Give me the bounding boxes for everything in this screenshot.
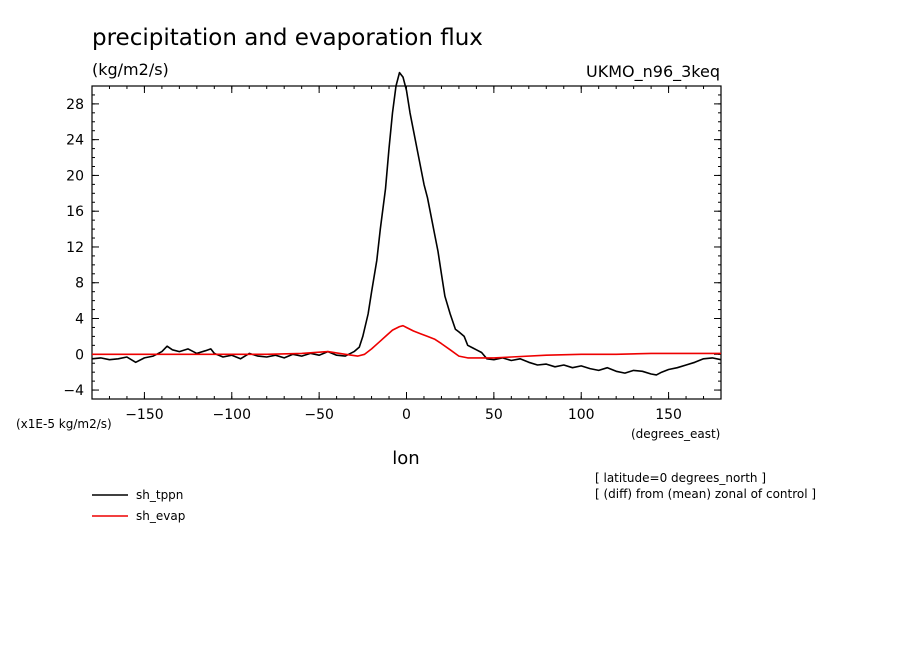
plot-area: −150 −100 −50 0 50 100 150 −4 0 4 8 12 16 20 24 28 bbox=[63, 71, 722, 423]
legend-label-sh-tppn: sh_tppn bbox=[136, 488, 183, 502]
x-tick-label: 150 bbox=[655, 407, 682, 423]
annotation-latitude: [ latitude=0 degrees_north ] bbox=[595, 471, 766, 485]
legend-label-sh-evap: sh_evap bbox=[136, 509, 185, 523]
legend: sh_tppn sh_evap bbox=[92, 488, 185, 523]
chart-title: precipitation and evaporation flux bbox=[92, 25, 483, 51]
y-tick-label: 0 bbox=[75, 347, 84, 363]
plot-frame bbox=[91, 85, 722, 400]
y-tick-label: 8 bbox=[75, 276, 84, 292]
x-tick-label: 100 bbox=[568, 407, 595, 423]
y-tick-label: −4 bbox=[63, 383, 84, 399]
series-line-sh-evap bbox=[92, 324, 721, 359]
x-tick-label: −150 bbox=[125, 407, 163, 423]
x-tick-label: −100 bbox=[213, 407, 251, 423]
series-line-sh-tppn bbox=[91, 71, 722, 376]
x-axis-label: lon bbox=[392, 448, 419, 469]
y-scale-note: (x1E-5 kg/m2/s) bbox=[16, 417, 112, 431]
y-tick-label: 20 bbox=[66, 168, 84, 184]
chart-units: (kg/m2/s) bbox=[92, 60, 169, 79]
y-tick-label: 12 bbox=[66, 240, 84, 256]
y-tick-label: 24 bbox=[66, 133, 84, 149]
annotation-diff: [ (diff) from (mean) zonal of control ] bbox=[595, 487, 816, 501]
y-tick-label: 28 bbox=[66, 97, 84, 113]
x-tick-label: 50 bbox=[485, 407, 503, 423]
x-tick-label: 0 bbox=[402, 407, 411, 423]
x-units: (degrees_east) bbox=[631, 427, 720, 441]
model-label: UKMO_n96_3keq bbox=[586, 62, 720, 82]
x-tick-label: −50 bbox=[304, 407, 334, 423]
y-tick-label: 4 bbox=[75, 312, 84, 328]
y-tick-label: 16 bbox=[66, 204, 84, 220]
